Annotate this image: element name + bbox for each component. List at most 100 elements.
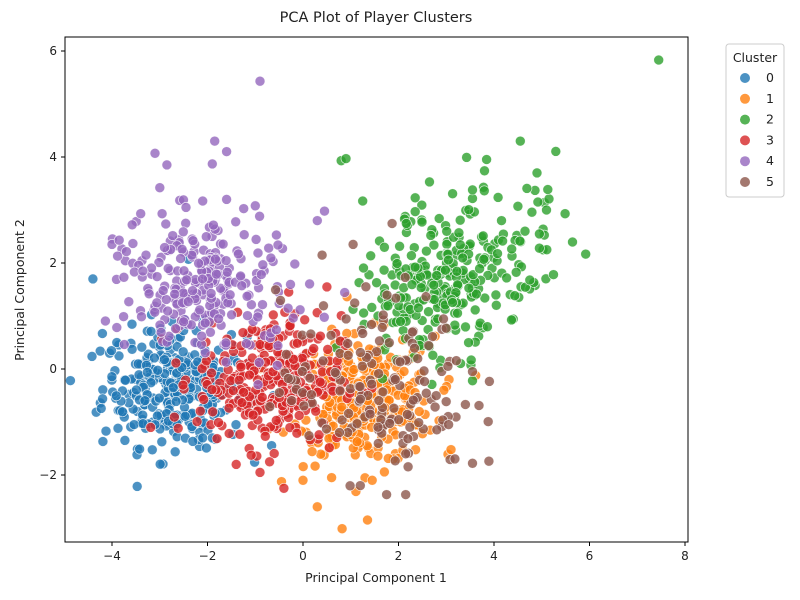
data-point	[315, 330, 326, 342]
data-point	[482, 416, 494, 427]
plot-area-frame	[64, 36, 689, 543]
data-point	[389, 455, 401, 467]
data-point	[247, 409, 259, 421]
data-point	[213, 417, 224, 428]
data-point	[197, 432, 209, 444]
data-point	[254, 467, 266, 478]
data-point	[354, 480, 366, 491]
data-point	[146, 444, 158, 456]
data-point	[255, 269, 267, 280]
data-point	[177, 226, 189, 238]
data-point	[299, 314, 311, 326]
data-point	[319, 205, 330, 217]
y-tick-label: 2	[49, 256, 57, 270]
data-point	[514, 135, 526, 147]
data-point	[136, 311, 147, 323]
legend: Cluster 0 1 2 3 4 5	[725, 43, 785, 198]
data-point	[451, 265, 463, 277]
data-point	[401, 409, 413, 420]
data-point	[220, 337, 232, 349]
data-point	[44, 349, 54, 359]
data-point	[139, 395, 151, 406]
y-tick-label: 4	[49, 150, 57, 164]
data-point	[112, 250, 123, 262]
data-point	[278, 482, 290, 494]
data-point	[372, 421, 384, 433]
data-point	[449, 453, 461, 465]
data-point	[382, 300, 394, 312]
data-point	[653, 54, 665, 66]
data-point	[242, 310, 253, 321]
data-point	[169, 288, 181, 300]
data-point	[445, 444, 457, 455]
data-point	[221, 266, 233, 278]
data-point	[141, 366, 153, 378]
data-point	[153, 257, 165, 268]
data-point	[407, 394, 419, 406]
data-point	[197, 195, 209, 207]
data-point	[473, 400, 485, 411]
data-point	[308, 343, 320, 354]
data-point	[187, 235, 199, 247]
data-point	[131, 481, 143, 492]
data-point	[254, 75, 266, 87]
scatter-points	[44, 54, 665, 535]
data-point	[548, 269, 559, 280]
data-point	[167, 382, 179, 394]
data-point	[259, 430, 271, 442]
data-point	[453, 227, 465, 239]
data-point	[394, 240, 405, 252]
data-point	[406, 250, 417, 261]
data-point	[442, 360, 454, 372]
data-point	[454, 214, 466, 226]
data-point	[402, 461, 414, 473]
data-point	[177, 346, 189, 358]
data-point	[291, 337, 303, 349]
data-point	[156, 208, 168, 220]
data-point	[198, 394, 210, 405]
data-point	[484, 376, 495, 387]
data-point	[419, 376, 430, 387]
data-point	[440, 322, 452, 334]
data-point	[373, 368, 384, 379]
legend-label: 1	[766, 91, 774, 106]
data-point	[377, 386, 389, 398]
data-point	[121, 246, 132, 257]
data-point	[233, 248, 244, 260]
data-point	[427, 349, 439, 361]
data-point	[159, 354, 170, 365]
data-point	[415, 282, 427, 293]
data-point	[323, 442, 335, 454]
data-point	[145, 422, 157, 433]
legend-label: 0	[766, 70, 774, 85]
data-point	[477, 230, 489, 242]
data-point	[467, 375, 478, 387]
data-point	[407, 326, 418, 338]
data-point	[110, 390, 122, 402]
data-point	[506, 314, 517, 326]
data-point	[342, 338, 354, 349]
data-point	[441, 225, 453, 237]
data-point	[265, 252, 277, 264]
data-point	[257, 299, 268, 310]
data-point	[351, 418, 363, 430]
data-point	[271, 229, 282, 241]
data-point	[254, 210, 265, 222]
data-point	[430, 390, 442, 401]
data-point	[364, 408, 376, 420]
legend-label: 2	[766, 112, 774, 127]
data-point	[316, 249, 328, 261]
data-point	[172, 422, 184, 434]
data-point	[169, 446, 181, 458]
data-point	[217, 238, 229, 250]
y-tick-label: 6	[49, 44, 57, 58]
data-point	[100, 315, 111, 327]
data-point	[211, 268, 222, 280]
data-point	[334, 385, 346, 397]
y-axis-ticks: −2 0 2 4 6	[39, 44, 65, 482]
data-point	[467, 184, 478, 196]
data-point	[297, 461, 309, 472]
data-point	[220, 255, 232, 266]
data-point	[291, 427, 303, 439]
data-point	[119, 435, 131, 446]
